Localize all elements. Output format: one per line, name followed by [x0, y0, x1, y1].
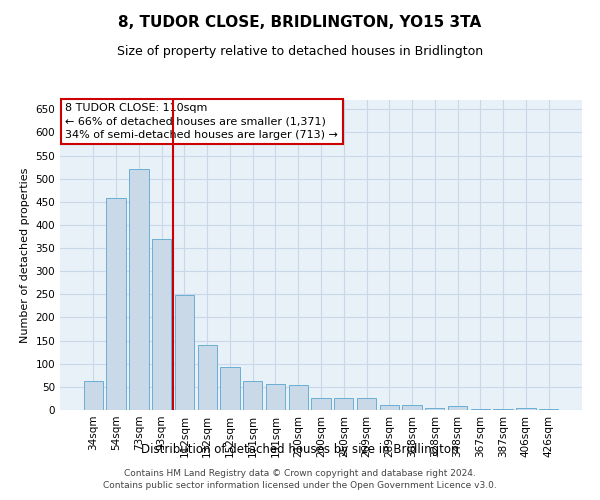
Y-axis label: Number of detached properties: Number of detached properties [20, 168, 30, 342]
Bar [243, 382, 262, 410]
Bar [197, 345, 217, 410]
Text: Size of property relative to detached houses in Bridlington: Size of property relative to detached ho… [117, 45, 483, 58]
Bar [311, 398, 331, 410]
Text: 8, TUDOR CLOSE, BRIDLINGTON, YO15 3TA: 8, TUDOR CLOSE, BRIDLINGTON, YO15 3TA [118, 15, 482, 30]
Text: 8 TUDOR CLOSE: 110sqm
← 66% of detached houses are smaller (1,371)
34% of semi-d: 8 TUDOR CLOSE: 110sqm ← 66% of detached … [65, 103, 338, 140]
Bar [289, 384, 308, 410]
Bar [380, 405, 399, 410]
Bar [84, 382, 103, 410]
Bar [106, 198, 126, 410]
Text: Contains HM Land Registry data © Crown copyright and database right 2024.
Contai: Contains HM Land Registry data © Crown c… [103, 469, 497, 490]
Bar [220, 367, 239, 410]
Bar [357, 398, 376, 410]
Bar [493, 409, 513, 410]
Bar [266, 384, 285, 410]
Bar [129, 170, 149, 410]
Bar [448, 406, 467, 410]
Bar [516, 408, 536, 410]
Bar [152, 239, 172, 410]
Bar [334, 398, 353, 410]
Bar [470, 408, 490, 410]
Bar [425, 408, 445, 410]
Text: Distribution of detached houses by size in Bridlington: Distribution of detached houses by size … [141, 442, 459, 456]
Bar [403, 405, 422, 410]
Bar [539, 408, 558, 410]
Bar [175, 296, 194, 410]
